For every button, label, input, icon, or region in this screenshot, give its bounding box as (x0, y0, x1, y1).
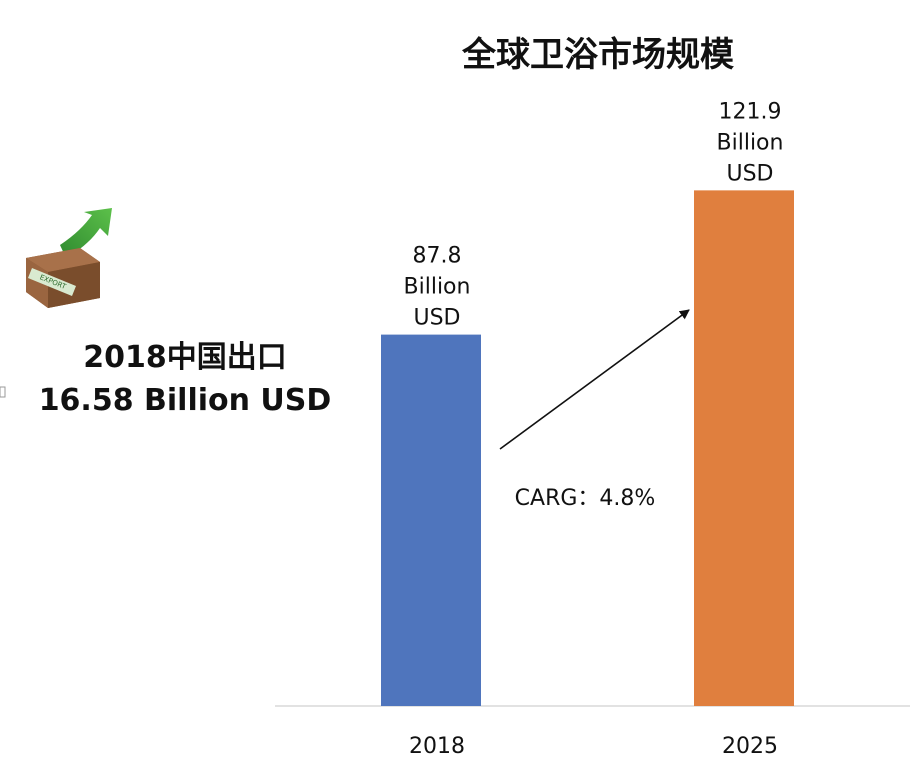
bar-2025 (694, 190, 794, 706)
growth-arrow (499, 309, 690, 450)
x-tick-2018: 2018 (409, 734, 465, 759)
data-label-2025: 121.9 (719, 99, 782, 124)
x-tick-2025: 2025 (722, 734, 778, 759)
data-label-2018: Billion (404, 275, 471, 300)
export-line2: 16.58 Billion USD (39, 383, 332, 418)
edge-checkbox (0, 386, 6, 398)
chart-title: 全球卫浴市场规模 (461, 35, 734, 75)
data-label-2018: 87.8 (413, 244, 462, 269)
data-label-2025: USD (726, 161, 773, 186)
data-label-2025: Billion (717, 130, 784, 155)
export-box-icon: EXPORT (26, 208, 112, 308)
data-label-2018: USD (413, 306, 460, 331)
export-line1: 2018中国出口 (83, 340, 287, 375)
cagr-annotation: CARG：4.8% (515, 486, 656, 511)
bar-2018 (381, 334, 481, 706)
